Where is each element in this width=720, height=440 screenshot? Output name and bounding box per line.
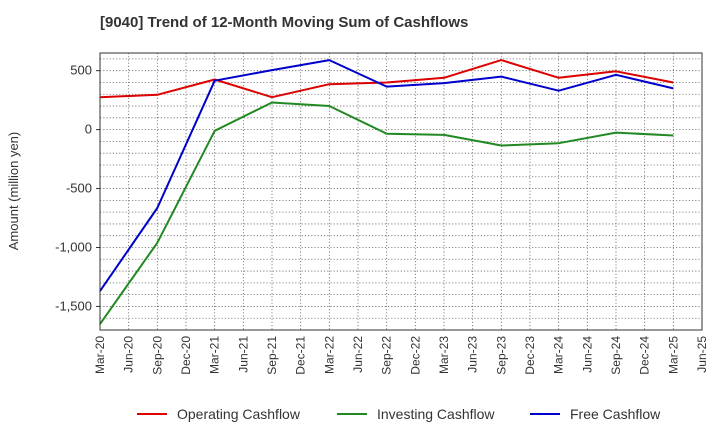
y-tick-label: -1,000	[55, 239, 92, 254]
y-axis-label: Amount (million yen)	[6, 132, 21, 251]
investing-cashflow-line	[99, 101, 674, 325]
grid-lines	[99, 53, 703, 330]
legend: Operating Cashflow Investing Cashflow Free…	[137, 406, 661, 422]
x-tick-label: Jun-25	[695, 336, 709, 373]
free-cashflow-legend-label: Free Cashflow	[570, 406, 661, 422]
y-tick-label: -1,500	[55, 298, 92, 313]
x-tick-label: Jun-22	[351, 336, 365, 373]
chart-title: [9040] Trend of 12-Month Moving Sum of C…	[100, 14, 469, 31]
x-tick-label: Jun-24	[580, 336, 594, 373]
x-tick-label: Dec-20	[179, 336, 193, 375]
x-tick-label: Sep-21	[265, 336, 279, 375]
operating-cashflow-legend-label: Operating Cashflow	[177, 406, 301, 422]
x-tick-label: Mar-22	[322, 336, 336, 374]
y-tick-labels: 500 0 -500 -1,000 -1,500	[55, 63, 100, 313]
x-tick-label: Dec-22	[408, 336, 422, 375]
x-tick-label: Dec-21	[294, 336, 308, 375]
y-tick-label: 0	[85, 122, 92, 137]
x-tick-label: Sep-23	[494, 336, 508, 375]
x-tick-label: Mar-23	[437, 336, 451, 374]
x-tick-label: Mar-25	[666, 336, 680, 374]
x-tick-labels: Mar-20 Jun-20 Sep-20 Dec-20 Mar-21 Jun-21 Sep-…	[93, 336, 709, 375]
y-tick-label: -500	[66, 181, 92, 196]
x-tick-label: Mar-24	[552, 336, 566, 374]
x-tick-label: Jun-20	[122, 336, 136, 373]
y-tick-label: 500	[70, 63, 92, 78]
x-tick-label: Sep-20	[150, 336, 164, 375]
investing-cashflow-legend-label: Investing Cashflow	[377, 406, 495, 422]
x-tick-label: Dec-24	[638, 336, 652, 375]
x-tick-label: Sep-22	[380, 336, 394, 375]
operating-cashflow-line	[99, 59, 674, 99]
x-tick-label: Dec-23	[523, 336, 537, 375]
free-cashflow-line	[99, 59, 674, 292]
series-lines	[99, 59, 674, 325]
x-tick-label: Sep-24	[609, 336, 623, 375]
x-tick-label: Jun-23	[466, 336, 480, 373]
plot-frame	[99, 52, 703, 331]
x-tick-label: Mar-21	[208, 336, 222, 374]
x-tick-label: Jun-21	[236, 336, 250, 373]
x-tick-label: Mar-20	[93, 336, 107, 374]
